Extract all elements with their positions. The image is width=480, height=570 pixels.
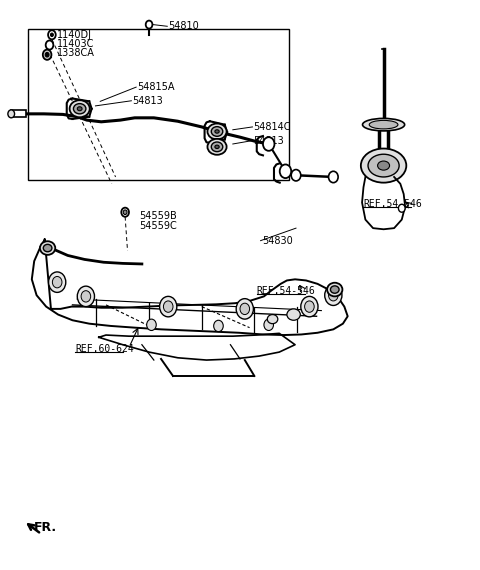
- Circle shape: [81, 291, 91, 302]
- Text: 54813: 54813: [132, 96, 163, 106]
- Text: 1140DJ: 1140DJ: [57, 30, 92, 40]
- Circle shape: [45, 52, 49, 57]
- Circle shape: [328, 171, 338, 182]
- Ellipse shape: [207, 139, 227, 155]
- Circle shape: [240, 303, 250, 315]
- Ellipse shape: [43, 245, 52, 252]
- Ellipse shape: [369, 120, 398, 129]
- Circle shape: [121, 207, 129, 217]
- Circle shape: [48, 30, 56, 39]
- Circle shape: [214, 320, 223, 332]
- Ellipse shape: [327, 283, 342, 296]
- Ellipse shape: [73, 104, 86, 114]
- Circle shape: [46, 40, 53, 50]
- Text: 1338CA: 1338CA: [57, 48, 95, 58]
- Circle shape: [146, 21, 153, 29]
- Ellipse shape: [207, 124, 227, 140]
- Bar: [28, 29, 289, 180]
- Circle shape: [147, 319, 156, 331]
- Text: REF.54-546: REF.54-546: [257, 286, 315, 296]
- Ellipse shape: [267, 315, 278, 324]
- Circle shape: [123, 210, 127, 214]
- Circle shape: [48, 272, 66, 292]
- Circle shape: [264, 319, 274, 331]
- Bar: [11, 111, 25, 117]
- Text: 54810: 54810: [168, 21, 199, 31]
- Circle shape: [291, 169, 301, 181]
- Text: FR.: FR.: [34, 522, 57, 534]
- Ellipse shape: [215, 130, 219, 133]
- Text: 54559B: 54559B: [140, 211, 177, 221]
- Text: REF.60-624: REF.60-624: [75, 344, 133, 353]
- Circle shape: [43, 50, 51, 60]
- Ellipse shape: [215, 145, 219, 149]
- Text: 54813: 54813: [253, 136, 284, 145]
- Circle shape: [163, 301, 173, 312]
- Ellipse shape: [330, 286, 339, 293]
- Ellipse shape: [378, 161, 390, 170]
- Ellipse shape: [368, 154, 399, 177]
- Text: 11403C: 11403C: [57, 39, 95, 49]
- Circle shape: [8, 110, 14, 118]
- Text: 54830: 54830: [262, 235, 293, 246]
- Circle shape: [236, 299, 253, 319]
- Ellipse shape: [211, 142, 223, 152]
- Text: 54559C: 54559C: [140, 221, 177, 231]
- Circle shape: [77, 286, 95, 307]
- Ellipse shape: [287, 309, 300, 320]
- Circle shape: [50, 33, 53, 36]
- Circle shape: [263, 137, 275, 151]
- Circle shape: [324, 285, 342, 306]
- Circle shape: [301, 296, 318, 317]
- Circle shape: [398, 204, 405, 212]
- Text: 54814C: 54814C: [253, 122, 291, 132]
- Ellipse shape: [211, 127, 223, 136]
- Circle shape: [328, 290, 338, 301]
- Circle shape: [305, 301, 314, 312]
- Ellipse shape: [77, 107, 82, 111]
- Circle shape: [159, 296, 177, 317]
- Text: REF.54-546: REF.54-546: [363, 199, 422, 209]
- Ellipse shape: [362, 119, 405, 131]
- Text: 54815A: 54815A: [137, 82, 175, 92]
- Ellipse shape: [40, 241, 55, 255]
- Ellipse shape: [70, 100, 90, 117]
- Circle shape: [52, 276, 62, 288]
- Ellipse shape: [361, 149, 406, 182]
- Circle shape: [280, 165, 291, 178]
